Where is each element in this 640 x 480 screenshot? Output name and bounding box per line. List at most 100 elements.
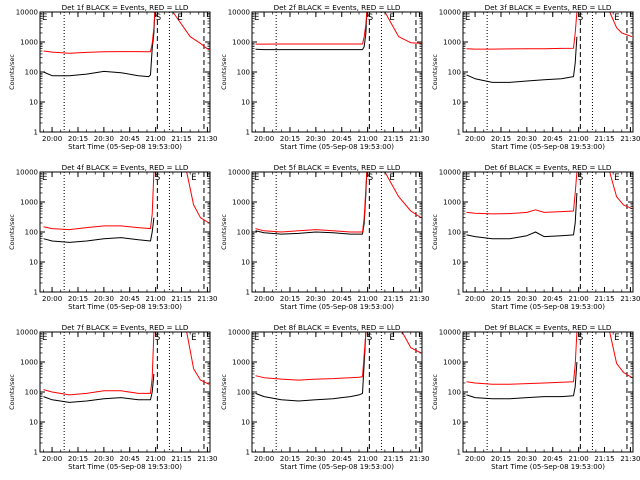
x-tick-label: 21:00 [569,455,589,463]
annotation-e: E [254,173,259,183]
y-axis-label: Counts/sec [8,214,16,250]
marker-s: S [578,13,583,23]
x-tick-label: 20:45 [332,295,352,303]
series-events [255,11,368,51]
x-tick-label: 20:45 [120,135,140,143]
marker-e: E [389,333,394,343]
chart-title: Det 5f BLACK = Events, RED = LLD [274,163,401,172]
panel-det-7: Det 7f BLACK = Events, RED = LLD 1 10 100 10… [8,323,218,471]
y-tick-label: 10 [241,99,250,107]
series-lld [255,331,422,381]
y-tick-label: 1000 [20,359,38,367]
x-tick-label: 21:15 [171,455,191,463]
x-tick-label: 20:30 [517,295,537,303]
y-tick-label: 10 [241,419,250,427]
annotation-e: E [465,333,470,343]
x-tick-label: 21:30 [620,295,640,303]
x-tick-label: 20:00 [42,295,62,303]
y-tick-label: 10000 [16,329,38,337]
plot-frame [39,11,211,133]
y-tick-label: 1 [246,449,250,457]
marker-s: S [156,13,161,23]
x-tick-label: 20:45 [332,135,352,143]
y-tick-label: 1000 [20,199,38,207]
y-tick-label: 10000 [439,9,461,17]
x-tick-label: 21:15 [594,135,614,143]
chart-title: Det 2f BLACK = Events, RED = LLD [274,3,401,12]
x-tick-label: 21:00 [358,135,378,143]
x-tick-label: 21:30 [409,135,429,143]
series-lld [43,331,210,396]
x-axis-label: Start Time (05-Sep-08 19:53:00) [280,303,394,311]
series-events [43,11,156,78]
series-events [43,373,155,403]
x-tick-label: 20:00 [254,455,274,463]
y-tick-label: 10000 [16,169,38,177]
x-tick-label: 20:00 [465,455,485,463]
plot-frame [462,331,634,453]
y-tick-label: 1000 [443,39,461,47]
y-tick-label: 10000 [228,329,250,337]
y-axis-label: Counts/sec [431,374,439,410]
x-tick-label: 20:30 [306,135,326,143]
x-tick-label: 21:00 [146,295,166,303]
y-tick-label: 1 [457,129,461,137]
series-events [466,36,578,83]
annotation-e: E [42,333,47,343]
panel-det-5: Det 5f BLACK = Events, RED = LLD 1 10 100 10… [220,163,430,311]
x-tick-label: 21:00 [146,455,166,463]
marker-s: S [155,173,160,183]
y-tick-label: 10 [452,99,461,107]
chart-title: Det 4f BLACK = Events, RED = LLD [62,163,189,172]
series-lld [466,171,633,215]
plot-frame [39,171,211,293]
x-tick-label: 20:15 [280,135,300,143]
y-tick-label: 10000 [228,9,250,17]
x-tick-label: 20:00 [42,135,62,143]
x-tick-label: 20:00 [254,295,274,303]
x-tick-label: 21:30 [409,455,429,463]
annotation-e: E [254,13,259,23]
y-axis-label: Counts/sec [431,54,439,90]
y-tick-label: 1000 [20,39,38,47]
series-events [466,192,578,240]
marker-e: E [177,13,182,23]
x-tick-label: 20:15 [68,455,88,463]
y-tick-label: 100 [448,69,461,77]
x-tick-label: 20:00 [465,135,485,143]
y-tick-label: 1000 [443,199,461,207]
x-tick-label: 20:15 [68,295,88,303]
y-tick-label: 10000 [228,169,250,177]
x-axis-label: Start Time (05-Sep-08 19:53:00) [68,143,182,151]
x-tick-label: 20:15 [491,455,511,463]
plot-frame [251,11,423,133]
y-tick-label: 1 [34,449,38,457]
y-tick-label: 1 [457,449,461,457]
y-tick-label: 10000 [439,329,461,337]
x-tick-label: 20:30 [94,295,114,303]
marker-e: E [614,333,619,343]
marker-s: S [578,173,583,183]
x-tick-label: 20:15 [280,295,300,303]
x-tick-label: 21:00 [569,135,589,143]
series-events [255,331,367,402]
panel-det-9: Det 9f BLACK = Events, RED = LLD 1 10 100 10… [431,323,640,471]
y-tick-label: 1000 [443,359,461,367]
x-tick-label: 20:45 [120,455,140,463]
x-tick-label: 20:00 [42,455,62,463]
series-lld [255,11,422,45]
x-axis-label: Start Time (05-Sep-08 19:53:00) [491,303,605,311]
x-tick-label: 21:30 [620,135,640,143]
marker-s: S [368,173,373,183]
marker-s: S [368,13,373,23]
annotation-e: E [42,13,47,23]
y-tick-label: 1000 [232,359,250,367]
x-tick-label: 21:30 [197,295,217,303]
chart-title: Det 6f BLACK = Events, RED = LLD [485,163,612,172]
x-tick-label: 21:30 [620,455,640,463]
x-tick-label: 21:30 [197,455,217,463]
panel-det-4: Det 4f BLACK = Events, RED = LLD 1 10 100 10… [8,163,218,311]
x-tick-label: 20:15 [280,455,300,463]
x-tick-label: 21:00 [569,295,589,303]
chart-title: Det 3f BLACK = Events, RED = LLD [485,3,612,12]
